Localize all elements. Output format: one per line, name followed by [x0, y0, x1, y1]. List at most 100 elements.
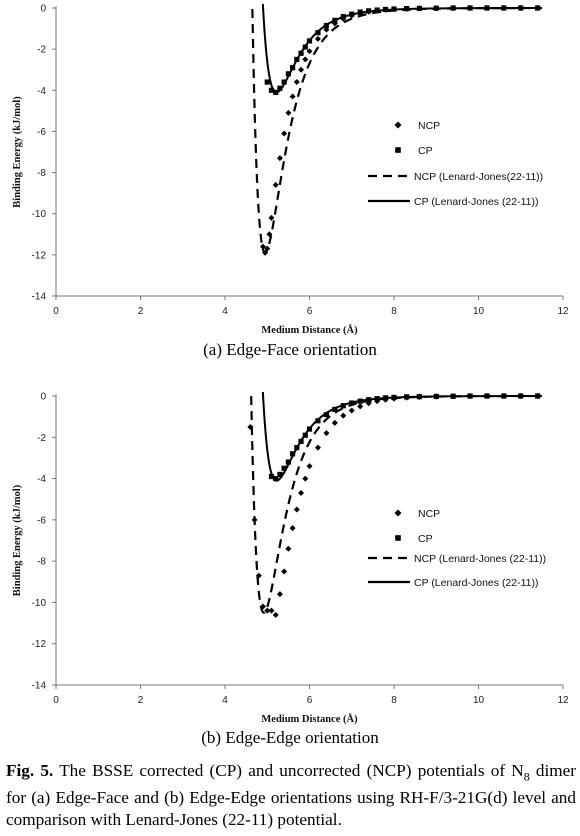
- x-tick-label: 8: [391, 306, 397, 317]
- cp-point: [268, 87, 275, 93]
- figure-caption: Fig. 5. The BSSE corrected (CP) and unco…: [6, 760, 576, 831]
- ncp-point: [276, 155, 283, 162]
- legend-marker-ncp: [394, 509, 402, 517]
- y-tick-label: -10: [32, 598, 47, 609]
- ncp-point: [340, 412, 347, 419]
- y-tick-label: -12: [32, 250, 47, 261]
- x-tick-label: 0: [53, 695, 59, 706]
- y-tick-label: -14: [32, 681, 47, 692]
- ncp-point: [285, 109, 292, 116]
- ncp-point: [302, 475, 309, 482]
- legend-label: CP (Lenard-Jones (22-11)): [414, 196, 539, 208]
- y-axis-label: Binding Energy (kJ/mol): [12, 96, 23, 208]
- y-tick-label: -8: [37, 168, 46, 179]
- x-tick-label: 0: [53, 306, 59, 317]
- ncp-point: [314, 35, 321, 42]
- y-tick-label: 0: [40, 392, 46, 403]
- y-axis-label: Binding Energy (kJ/mol): [12, 484, 23, 596]
- y-tick-label: -14: [32, 292, 47, 303]
- subcaption-a: (a) Edge-Face orientation: [203, 340, 377, 359]
- cp-point: [281, 465, 287, 471]
- legend-marker-cp: [395, 147, 401, 153]
- y-tick-label: -4: [37, 86, 46, 97]
- ncp-point: [268, 214, 275, 221]
- ncp-point: [260, 243, 267, 250]
- caption-subscript: 8: [523, 769, 530, 784]
- ncp-point: [285, 545, 292, 552]
- ncp-point: [268, 607, 275, 614]
- legend-marker-cp: [395, 535, 401, 541]
- x-tick-label: 12: [557, 695, 569, 706]
- ncp-point: [331, 419, 338, 426]
- ncp-point: [298, 66, 305, 73]
- x-tick-label: 2: [138, 306, 144, 317]
- cp-point: [285, 71, 291, 77]
- ncp-point: [281, 568, 288, 575]
- x-tick-label: 10: [473, 306, 485, 317]
- x-tick-label: 4: [222, 695, 228, 706]
- caption-text-1: The BSSE corrected (CP) and uncorrected …: [59, 761, 524, 780]
- legend-label: CP (Lenard-Jones (22-11)): [414, 577, 539, 589]
- legend-marker-ncp: [394, 121, 402, 129]
- y-tick-label: -2: [37, 45, 46, 56]
- cp-point: [264, 79, 270, 85]
- ncp-point: [289, 93, 296, 100]
- ncp-point: [293, 79, 300, 86]
- y-tick-label: 0: [40, 4, 46, 15]
- ncp-point: [264, 607, 271, 614]
- ncp-point: [264, 245, 271, 252]
- y-tick-label: -12: [32, 639, 47, 650]
- y-tick-label: -4: [37, 474, 46, 485]
- cp-point: [285, 459, 291, 465]
- chart-edge-face: 0 -2 -4 -6 -8 -10 -12 -14 0 2 4 6 8 10 12 Medium Distan…: [12, 4, 569, 337]
- legend-label: CP: [418, 145, 433, 157]
- ncp-point: [281, 130, 288, 137]
- ncp-point: [247, 423, 254, 430]
- y-tick-label: -8: [37, 557, 46, 568]
- ncp-point: [302, 56, 309, 63]
- legend-label: NCP (Lenard-Jones (22-11)): [414, 553, 546, 565]
- caption-label: Fig. 5.: [6, 761, 54, 780]
- cp-lj-curve: [261, 392, 542, 482]
- x-tick-label: 4: [222, 306, 228, 317]
- x-tick-label: 6: [307, 695, 313, 706]
- x-tick-label: 2: [138, 695, 144, 706]
- ncp-point: [289, 525, 296, 532]
- y-tick-label: -10: [32, 209, 47, 220]
- ncp-point: [357, 403, 364, 410]
- cp-point: [268, 473, 275, 480]
- x-tick-label: 6: [307, 306, 313, 317]
- y-tick-label: -6: [37, 515, 46, 526]
- ncp-point: [314, 444, 321, 451]
- ncp-point: [323, 430, 330, 437]
- subcaption-b: (b) Edge-Edge orientation: [201, 728, 379, 747]
- ncp-point: [293, 506, 300, 513]
- x-axis-label: Medium Distance (Å): [261, 324, 358, 336]
- x-axis-label: Medium Distance (Å): [261, 713, 358, 725]
- ncp-point: [272, 611, 279, 618]
- y-tick-label: -2: [37, 433, 46, 444]
- y-tick-label: -6: [37, 127, 46, 138]
- legend-label: CP: [418, 533, 433, 545]
- ncp-point: [323, 26, 330, 33]
- x-tick-label: 10: [473, 695, 485, 706]
- cp-point: [273, 475, 279, 482]
- ncp-point: [306, 463, 313, 470]
- ncp-point: [272, 181, 279, 188]
- legend-label: NCP: [418, 120, 440, 132]
- ncp-point: [298, 490, 305, 497]
- cp-point: [277, 471, 283, 478]
- ncp-point: [276, 591, 283, 598]
- x-tick-label: 8: [391, 695, 397, 706]
- chart-edge-edge: 0 -2 -4 -6 -8 -10 -12 -14 0 2 4 6 8 10 12 Medium Distan…: [12, 392, 569, 726]
- cp-point: [277, 85, 283, 91]
- cp-point: [323, 411, 329, 418]
- cp-point: [281, 79, 287, 85]
- ncp-point: [306, 48, 313, 55]
- ncp-point: [348, 407, 355, 414]
- x-tick-label: 12: [557, 306, 569, 317]
- legend-label: NCP (Lenard-Jones(22-11)): [414, 171, 543, 183]
- legend-label: NCP: [418, 508, 440, 520]
- caption-text-2: dimer for (a) Edge-Face and (b) Edge-Edg…: [6, 761, 576, 830]
- cp-lj-curve: [261, 4, 542, 94]
